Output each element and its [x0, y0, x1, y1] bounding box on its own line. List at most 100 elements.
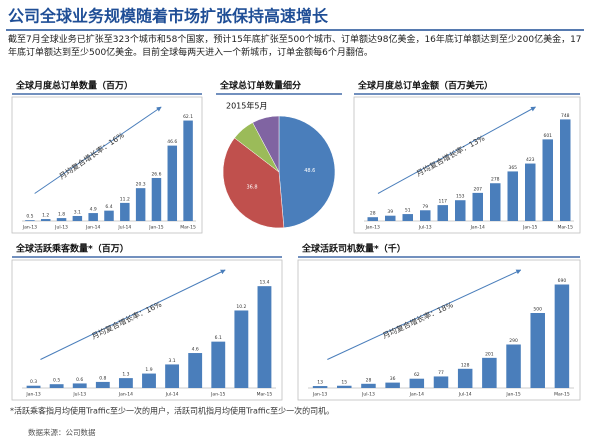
bar — [25, 220, 35, 221]
bar — [167, 145, 178, 221]
value-label: 1.8 — [58, 212, 65, 218]
bar — [490, 183, 501, 221]
bar — [437, 205, 448, 221]
value-label: 3.1 — [169, 358, 176, 364]
intro-box: 截至7月全球业务已扩张至323个城市和58个国家，预计15年底扩张至500个城市… — [8, 35, 582, 58]
x-tick-label: Jan-15 — [505, 392, 520, 398]
footnote: *活跃乘客指月均使用Traffic至少一次的用户，活跃司机指月均使用Traffi… — [10, 406, 334, 416]
bar — [95, 381, 110, 388]
value-label: 62 — [414, 372, 420, 378]
value-label: 13.4 — [259, 280, 269, 286]
bar — [120, 202, 130, 221]
x-tick-label: Jan-14 — [118, 392, 133, 398]
pie-slice — [278, 115, 336, 229]
panel-frame — [353, 96, 581, 234]
panel-frame — [11, 96, 203, 234]
value-label: 0.6 — [76, 377, 83, 383]
value-label: 39 — [387, 209, 393, 215]
bar — [104, 210, 114, 221]
bar — [409, 378, 425, 388]
value-label: 46.6 — [167, 139, 177, 145]
bar — [183, 120, 193, 221]
pie-slice — [252, 115, 280, 173]
x-tick-label: Mar-15 — [180, 225, 196, 231]
bar — [88, 213, 98, 221]
bar — [118, 378, 133, 388]
bar — [482, 357, 497, 388]
x-tick-label: Mar-15 — [557, 225, 573, 231]
value-label: 13 — [317, 380, 323, 386]
value-label: 0.8 — [99, 375, 106, 381]
pie-slice — [222, 137, 285, 229]
bar — [455, 200, 466, 221]
value-label: 201 — [485, 351, 494, 357]
x-tick-label: Jul-13 — [72, 392, 86, 398]
value-label: 6.4 — [105, 204, 112, 210]
x-tick-label: Jan-13 — [365, 225, 380, 231]
bar — [165, 364, 180, 388]
bar — [554, 284, 570, 388]
x-tick-label: Jul-14 — [117, 225, 131, 231]
value-label: 690 — [558, 278, 567, 284]
x-tick-label: Jul-14 — [165, 392, 179, 398]
value-label: 500 — [533, 307, 542, 313]
panel-title: 全球月度总订单金额（百万美元） — [357, 80, 493, 92]
bar — [188, 353, 203, 388]
bar — [530, 313, 545, 388]
value-label: 423 — [526, 157, 535, 163]
value-label: 4.9 — [90, 207, 97, 213]
bar — [560, 119, 571, 221]
value-label: 748 — [561, 113, 570, 119]
value-label: 0.3 — [30, 379, 37, 385]
value-label: 6.1 — [215, 335, 222, 341]
panel-title: 全球活跃乘客数量*（百万） — [15, 243, 129, 255]
value-label: 207 — [473, 186, 482, 192]
bar — [506, 344, 521, 388]
bar — [234, 310, 249, 388]
bar — [457, 368, 473, 388]
x-tick-label: Jul-13 — [361, 392, 375, 398]
bar — [472, 192, 483, 221]
x-tick-label: Jul-13 — [418, 225, 432, 231]
value-label: 1.9 — [145, 367, 152, 373]
x-tick-label: Jan-15 — [522, 225, 537, 231]
value-label: 1.3 — [122, 372, 129, 378]
value-label: 0.5 — [26, 214, 33, 220]
bar — [72, 215, 83, 221]
value-label: 601 — [543, 133, 552, 139]
value-label: 153 — [456, 194, 465, 200]
bar — [337, 385, 352, 388]
source: 数据来源：公司数据 — [28, 427, 96, 437]
value-label: 36.8 — [246, 184, 257, 190]
bar — [542, 139, 553, 221]
panel-frame — [11, 259, 283, 401]
x-tick-label: Mar-15 — [554, 392, 570, 398]
bar — [49, 384, 64, 388]
pie-subtitle: 2015年5月 — [226, 101, 267, 111]
bar — [420, 210, 431, 221]
bar — [433, 376, 449, 388]
value-label: 26.6 — [151, 171, 161, 177]
bar — [367, 217, 378, 221]
x-tick-label: Jan-15 — [148, 225, 163, 231]
value-label: 62.1 — [183, 114, 193, 120]
bar — [507, 171, 518, 221]
bar — [525, 163, 536, 221]
x-tick-label: Jan-14 — [470, 225, 485, 231]
value-label: 117 — [438, 199, 447, 205]
bar — [402, 214, 413, 221]
x-tick-label: Jan-13 — [25, 392, 40, 398]
panel-title: 全球活跃司机数量*（千） — [301, 243, 406, 255]
bar — [26, 385, 41, 388]
x-tick-label: Jan-13 — [312, 392, 327, 398]
bar — [142, 373, 156, 388]
value-label: 51 — [405, 208, 411, 214]
value-label: 3.1 — [74, 209, 81, 215]
value-label: 10.2 — [236, 304, 246, 310]
value-label: 15 — [341, 379, 347, 385]
value-label: 36 — [390, 376, 396, 382]
x-tick-label: Mar-15 — [257, 392, 273, 398]
bar — [385, 382, 400, 388]
x-tick-label: Jan-14 — [409, 392, 424, 398]
